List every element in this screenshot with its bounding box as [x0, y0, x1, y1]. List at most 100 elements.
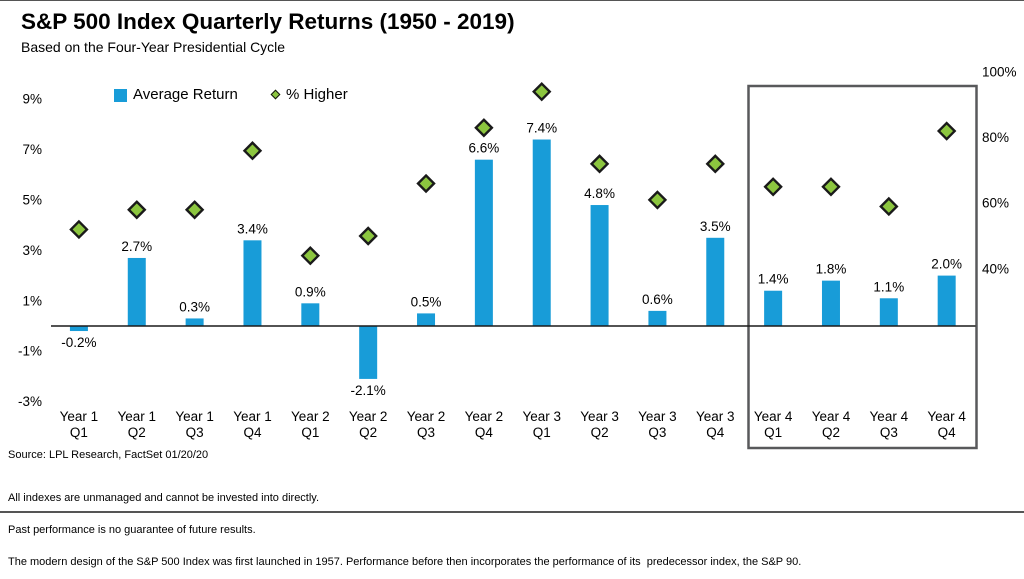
bar-year-4-q4 — [937, 275, 956, 326]
bar-value-label-year-1-q1: -0.2% — [61, 335, 96, 350]
bar-value-label-year-3-q3: 0.6% — [642, 292, 673, 307]
bar-year-4-q1 — [764, 290, 783, 326]
bar-year-1-q4 — [243, 240, 262, 326]
x-label-year-year-2-q2: Year 2 — [349, 409, 388, 424]
source-note: Source: LPL Research, FactSet 01/20/20 — [8, 449, 209, 461]
x-label-year-year-1-q1: Year 1 — [60, 409, 99, 424]
right-axis-tick-40: 40% — [982, 261, 1009, 276]
diamond-year-2-q1 — [300, 245, 321, 266]
x-label-year-year-2-q1: Year 2 — [291, 409, 330, 424]
x-label-quarter-year-4-q2: Q2 — [822, 425, 840, 440]
bar-year-3-q1 — [532, 139, 551, 326]
chart-subtitle: Based on the Four-Year Presidential Cycl… — [21, 39, 286, 55]
bar-value-label-year-2-q3: 0.5% — [411, 294, 442, 309]
bar-value-label-year-1-q2: 2.7% — [121, 239, 152, 254]
x-label-quarter-year-3-q1: Q1 — [533, 425, 551, 440]
diamond-year-4-q3 — [879, 196, 899, 217]
left-axis-tick-5: 5% — [22, 193, 42, 208]
right-axis-tick-60: 60% — [982, 196, 1009, 211]
bar-value-label-year-4-q1: 1.4% — [758, 272, 789, 287]
bar-year-2-q2 — [359, 326, 378, 379]
percent-higher-legend-label: % Higher — [286, 86, 348, 103]
x-label-year-year-4-q1: Year 4 — [754, 409, 793, 424]
bar-year-3-q3 — [648, 310, 667, 326]
page-bottom-border — [0, 511, 1024, 513]
x-label-year-year-3-q4: Year 3 — [696, 409, 735, 424]
bar-value-label-year-1-q3: 0.3% — [179, 299, 210, 314]
x-label-year-year-4-q3: Year 4 — [870, 409, 909, 424]
x-label-year-year-1-q2: Year 1 — [118, 409, 157, 424]
bar-value-label-year-4-q3: 1.1% — [873, 279, 904, 294]
x-label-quarter-year-1-q3: Q3 — [186, 425, 204, 440]
disclaimer-line: All indexes are unmanaged and cannot be … — [8, 491, 320, 504]
left-axis-tick--3: -3% — [18, 394, 42, 409]
diamond-year-4-q1 — [763, 177, 783, 197]
x-label-year-year-4-q2: Year 4 — [812, 409, 851, 424]
bar-year-3-q4 — [706, 237, 725, 326]
diamond-year-2-q4 — [474, 118, 494, 138]
x-label-year-year-1-q4: Year 1 — [233, 409, 272, 424]
page-top-border — [0, 0, 1024, 1]
x-label-year-year-1-q3: Year 1 — [175, 409, 214, 424]
x-label-year-year-3-q3: Year 3 — [638, 409, 677, 424]
disclaimer-line: The modern design of the S&P 500 Index w… — [8, 556, 802, 569]
left-axis-tick-9: 9% — [22, 92, 42, 107]
bar-value-label-year-4-q2: 1.8% — [816, 262, 847, 277]
bar-value-label-year-1-q4: 3.4% — [237, 221, 268, 236]
chart-title: S&P 500 Index Quarterly Returns (1950 - … — [21, 9, 515, 34]
average-return-swatch-icon — [114, 89, 127, 102]
diamond-year-3-q3 — [647, 190, 668, 210]
bar-year-2-q4 — [474, 159, 493, 326]
bar-year-2-q3 — [417, 313, 436, 326]
disclaimer-notes: All indexes are unmanaged and cannot be … — [8, 471, 801, 579]
diamond-year-3-q1 — [532, 81, 552, 102]
x-label-quarter-year-3-q4: Q4 — [706, 425, 725, 440]
disclaimer-line: Past performance is no guarantee of futu… — [8, 523, 256, 536]
left-axis-tick-1: 1% — [22, 293, 42, 308]
diamond-year-2-q3 — [416, 173, 436, 194]
x-label-quarter-year-4-q3: Q3 — [880, 425, 898, 440]
bar-value-label-year-2-q2: -2.1% — [351, 383, 386, 398]
diamond-year-4-q4 — [936, 121, 957, 141]
average-return-legend-label: Average Return — [133, 86, 238, 103]
diamond-year-1-q1 — [69, 219, 89, 240]
bar-year-1-q2 — [127, 257, 146, 326]
x-label-year-year-2-q3: Year 2 — [407, 409, 446, 424]
x-label-year-year-2-q4: Year 2 — [465, 409, 504, 424]
x-label-quarter-year-1-q2: Q2 — [128, 425, 146, 440]
x-label-quarter-year-2-q3: Q3 — [417, 425, 435, 440]
left-axis-tick-7: 7% — [22, 142, 42, 157]
bar-value-label-year-3-q4: 3.5% — [700, 219, 731, 234]
diamond-year-2-q2 — [358, 226, 378, 246]
x-label-quarter-year-3-q3: Q3 — [648, 425, 666, 440]
x-label-quarter-year-2-q2: Q2 — [359, 425, 377, 440]
x-label-quarter-year-4-q1: Q1 — [764, 425, 782, 440]
x-label-year-year-4-q4: Year 4 — [927, 409, 966, 424]
diamond-year-3-q4 — [705, 154, 725, 174]
x-label-quarter-year-1-q4: Q4 — [243, 425, 262, 440]
x-label-quarter-year-4-q4: Q4 — [938, 425, 957, 440]
bar-year-3-q2 — [590, 205, 609, 326]
x-label-quarter-year-1-q1: Q1 — [70, 425, 88, 440]
bar-year-2-q1 — [301, 303, 320, 326]
left-axis-tick-3: 3% — [22, 243, 42, 258]
quarterly-returns-chart: -0.2% 2.7% 0.3% 3.4% 0.9% -2.1% 0.5% 6.6% 7.4% 4.… — [18, 65, 1017, 450]
bar-value-label-year-3-q1: 7.4% — [526, 121, 557, 136]
bar-value-label-year-3-q2: 4.8% — [584, 186, 615, 201]
bar-value-label-year-2-q1: 0.9% — [295, 284, 326, 299]
bar-value-label-year-4-q4: 2.0% — [931, 257, 962, 272]
left-axis-tick--1: -1% — [18, 344, 42, 359]
x-label-year-year-3-q2: Year 3 — [580, 409, 619, 424]
bar-value-label-year-2-q4: 6.6% — [468, 141, 499, 156]
bar-year-1-q1 — [69, 326, 88, 332]
year4-highlight-box — [747, 84, 978, 450]
right-axis-tick-100: 100% — [982, 65, 1017, 80]
diamond-year-3-q2 — [589, 154, 610, 174]
bar-year-4-q2 — [821, 280, 840, 326]
bar-year-4-q3 — [879, 298, 898, 326]
diamond-year-1-q2 — [127, 200, 147, 220]
diamond-year-4-q2 — [821, 177, 841, 197]
right-axis-tick-80: 80% — [982, 130, 1009, 145]
diamond-year-1-q3 — [184, 200, 205, 220]
diamond-year-1-q4 — [242, 141, 263, 161]
